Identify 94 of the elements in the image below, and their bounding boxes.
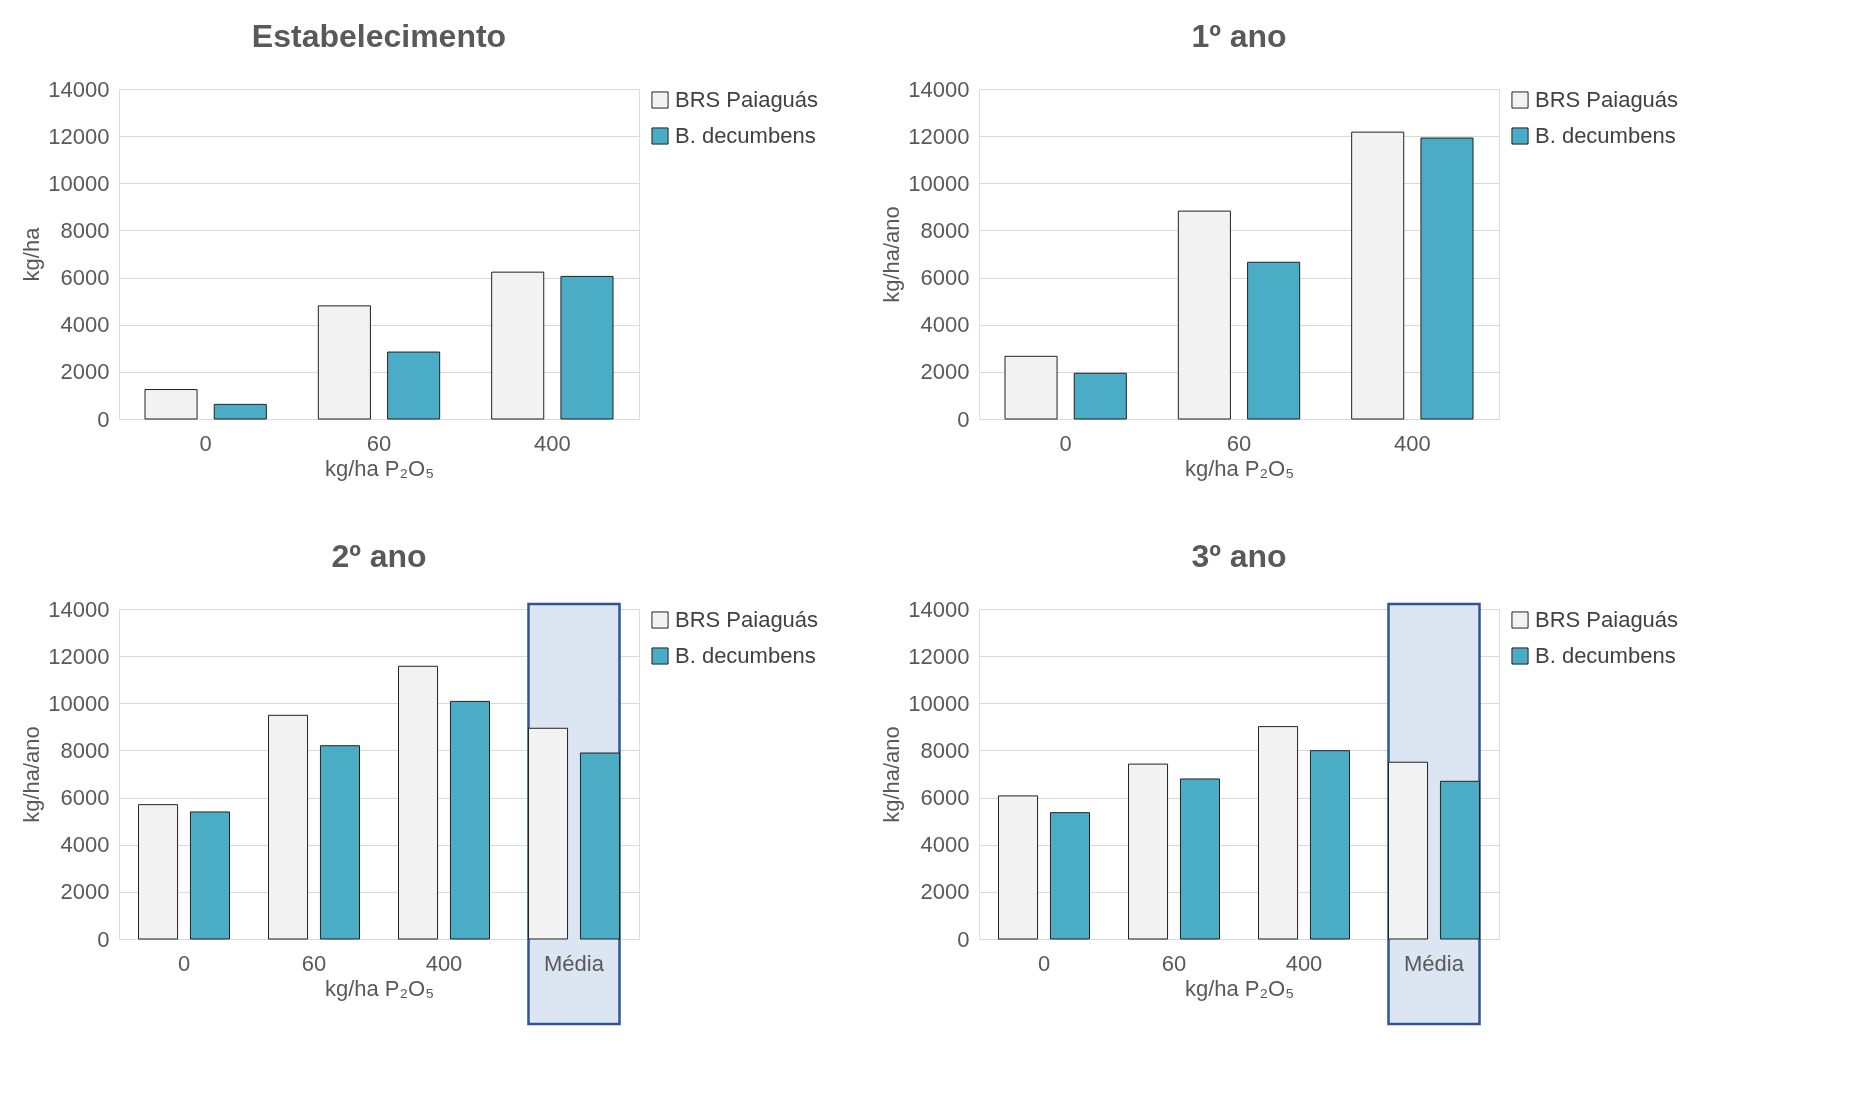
legend-label: B. decumbens [1535,643,1676,668]
y-tick-label: 0 [957,926,970,952]
bar [317,305,371,420]
y-tick-label: 8000 [60,217,110,243]
bar [560,275,614,420]
bar [1258,726,1299,940]
bar [1004,355,1058,420]
legend-label: B. decumbens [675,643,816,668]
bar [1247,261,1301,420]
y-tick-label: 14000 [908,596,970,622]
bar [387,351,441,420]
y-axis-title: kg/ha/ano [879,726,905,823]
chart-title: Estabelecimento [251,18,507,54]
y-tick-label: 4000 [920,832,970,858]
bar [268,714,309,940]
y-tick-label: 10000 [48,170,110,196]
bar [1128,763,1169,940]
x-tick-label: 0 [199,430,212,456]
x-tick-label: 400 [533,430,571,456]
x-tick-label: Média [544,950,605,976]
x-axis-title: kg/ha P₂O₅ [324,455,435,481]
y-tick-label: 4000 [920,312,970,338]
bar [189,811,230,940]
y-tick-label: 4000 [60,832,110,858]
bar [998,795,1039,940]
y-tick-label: 2000 [60,879,110,905]
x-tick-label: 60 [301,950,327,976]
x-tick-label: 0 [1059,430,1072,456]
x-tick-label: 0 [177,950,191,976]
bar [1049,812,1090,940]
bar [144,389,198,420]
chart-title: 2º ano [331,538,427,574]
y-tick-label: 10000 [48,690,110,716]
y-tick-label: 6000 [920,265,970,291]
x-tick-label: 400 [1285,950,1323,976]
x-tick-label: 0 [1037,950,1051,976]
chart-title: 1º ano [1191,18,1287,54]
bar [1420,137,1474,420]
y-tick-label: 12000 [908,643,970,669]
y-tick-label: 12000 [908,123,970,149]
y-axis-title: kg/ha/ano [19,726,45,823]
y-tick-label: 6000 [920,785,970,811]
legend-label: B. decumbens [1535,123,1676,148]
bar [1388,761,1429,940]
legend-label: B. decumbens [675,123,816,148]
y-tick-label: 6000 [60,265,110,291]
legend-label: BRS Paiaguás [675,87,819,112]
y-tick-label: 2000 [60,359,110,385]
y-tick-label: 0 [97,926,110,952]
y-tick-label: 14000 [48,76,110,102]
legend-label: BRS Paiaguás [1535,607,1679,632]
bar [213,403,267,420]
legend-label: BRS Paiaguás [1535,87,1679,112]
y-axis-title: kg/ha/ano [879,206,905,303]
bar [1439,780,1480,940]
y-tick-label: 8000 [920,737,970,763]
bar [579,752,620,940]
x-tick-label: 60 [366,430,392,456]
bar [1179,778,1220,940]
y-tick-label: 2000 [920,359,970,385]
x-tick-label: Média [1404,950,1465,976]
y-tick-label: 4000 [60,312,110,338]
x-tick-label: 60 [1226,430,1252,456]
bar [319,745,360,940]
bar [528,727,569,940]
y-tick-label: 10000 [908,690,970,716]
legend-label: BRS Paiaguás [675,607,819,632]
x-axis-title: kg/ha P₂O₅ [1184,455,1295,481]
y-tick-label: 6000 [60,785,110,811]
y-tick-label: 12000 [48,643,110,669]
y-tick-label: 0 [957,406,970,432]
bar [1177,210,1231,420]
bar [1309,750,1350,940]
bar [138,804,179,940]
x-axis-title: kg/ha P₂O₅ [1184,975,1295,1001]
x-tick-label: 60 [1161,950,1187,976]
bar [398,665,439,940]
bar [449,700,490,940]
bar [1351,131,1405,420]
x-tick-label: 400 [425,950,463,976]
x-axis-title: kg/ha P₂O₅ [324,975,435,1001]
y-tick-label: 14000 [48,596,110,622]
bar [491,271,545,420]
chart-title: 3º ano [1191,538,1287,574]
x-tick-label: 400 [1393,430,1431,456]
bar [1073,372,1127,420]
y-tick-label: 12000 [48,123,110,149]
y-tick-label: 10000 [908,170,970,196]
y-tick-label: 14000 [908,76,970,102]
y-axis-title: kg/ha [19,226,45,282]
y-tick-label: 8000 [60,737,110,763]
y-tick-label: 2000 [920,879,970,905]
y-tick-label: 0 [97,406,110,432]
y-tick-label: 8000 [920,217,970,243]
